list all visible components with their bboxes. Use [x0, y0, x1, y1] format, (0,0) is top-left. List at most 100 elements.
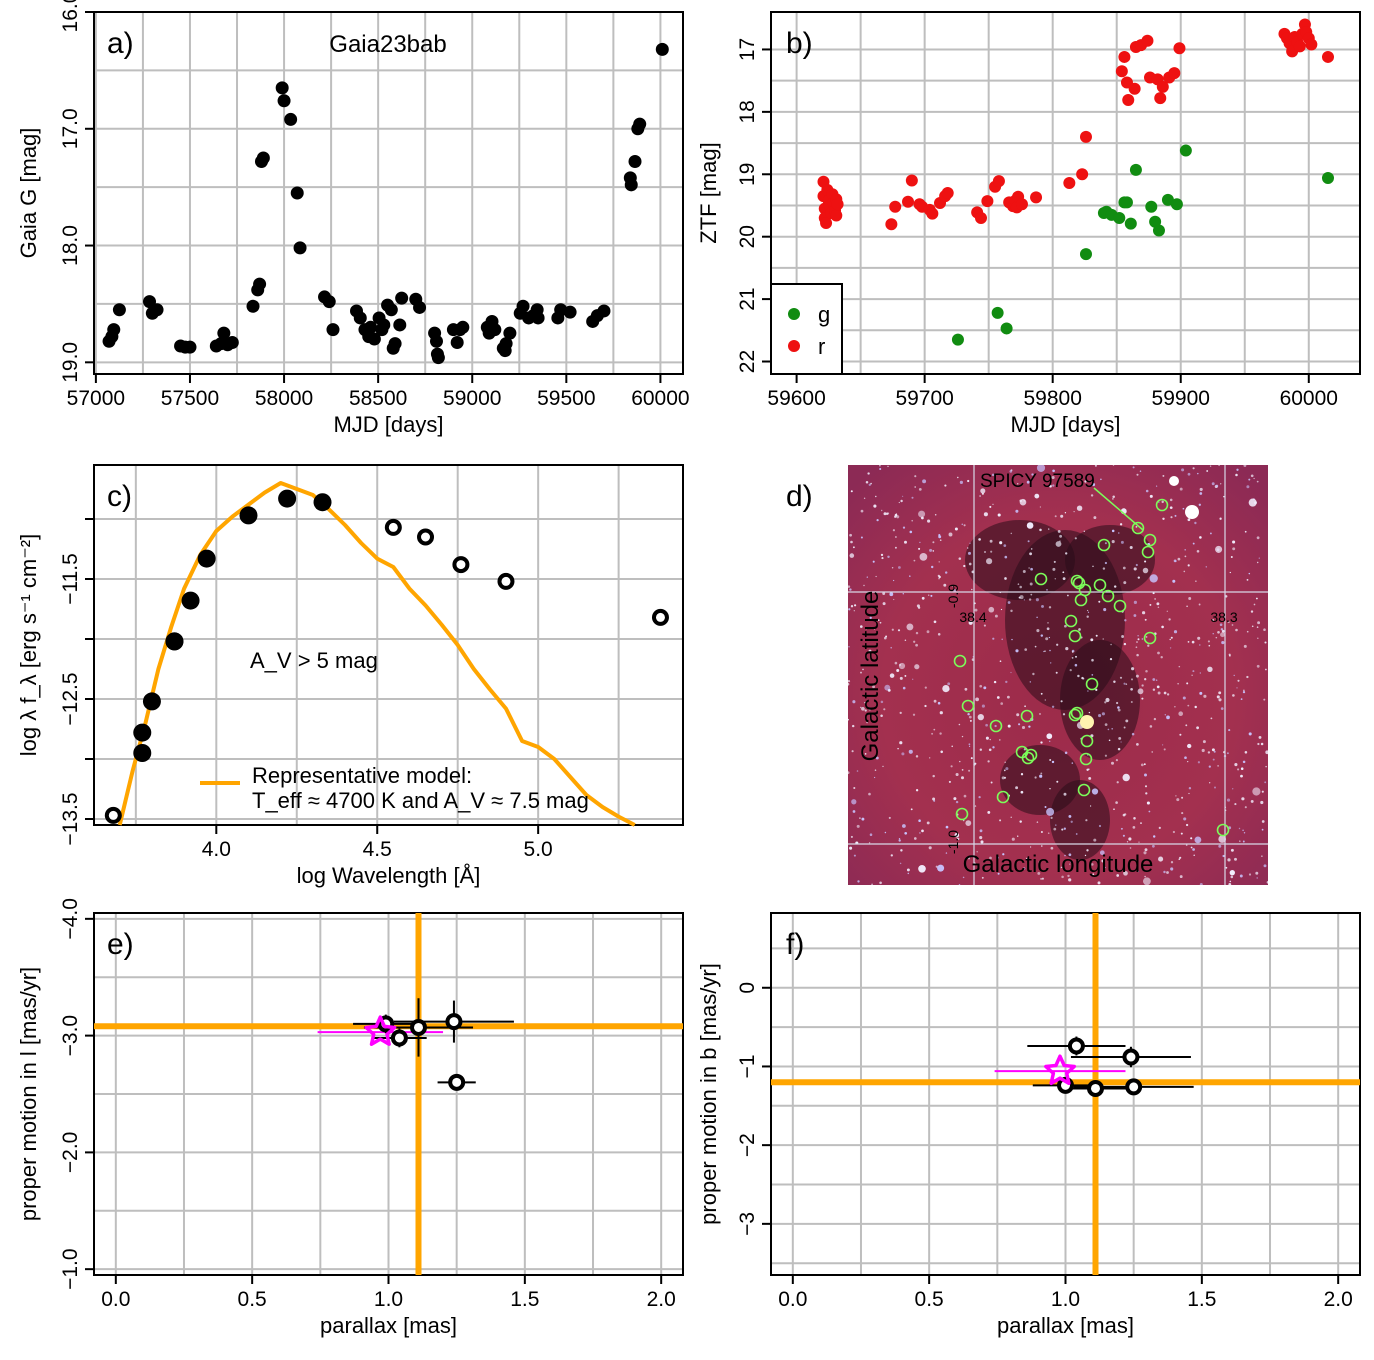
y-axis-label: ZTF [mag]: [696, 142, 721, 243]
data-point: [313, 493, 332, 512]
star: [1223, 495, 1225, 498]
panel-d: d) -0.938.4 38.3 -1.0 SPICY 97589 Galactic lo…: [786, 465, 1268, 885]
x-tick-label: 58500: [349, 387, 407, 410]
source-circle: [1077, 783, 1091, 797]
star: [1141, 697, 1144, 700]
star: [853, 786, 856, 790]
star: [854, 604, 857, 607]
star: [879, 621, 882, 624]
star: [1124, 619, 1127, 622]
star: [866, 576, 868, 578]
star: [1017, 583, 1020, 585]
star: [967, 857, 971, 860]
star: [1057, 529, 1061, 533]
data-point: [353, 311, 367, 325]
star: [1243, 644, 1247, 648]
star: [901, 752, 905, 756]
star: [985, 723, 988, 727]
star: [1100, 478, 1102, 481]
source-circle: [1143, 533, 1157, 547]
star: [1064, 854, 1066, 857]
star: [1187, 518, 1191, 522]
star: [1232, 788, 1234, 790]
star: [926, 821, 930, 825]
star: [1218, 465, 1220, 467]
star: [1173, 559, 1177, 563]
legend-marker-g: [788, 308, 800, 320]
star: [1236, 468, 1239, 471]
star: [1170, 861, 1174, 864]
star: [1005, 680, 1008, 684]
source-circle: [1021, 751, 1035, 765]
legend-line2: T_eff ≈ 4700 K and A_V ≈ 7.5 mag: [252, 788, 589, 813]
star: [851, 799, 857, 805]
star: [1126, 841, 1129, 843]
x-tick-label: 1.0: [374, 1288, 403, 1311]
star: [968, 715, 972, 719]
star: [1090, 494, 1094, 497]
star: [1242, 690, 1246, 694]
star: [860, 536, 863, 539]
data-point: [456, 320, 470, 334]
star: [1199, 883, 1203, 885]
star: [1122, 566, 1126, 570]
star: [1187, 641, 1190, 643]
star: [1026, 522, 1034, 529]
data-point: [633, 117, 647, 131]
data-point: [889, 200, 902, 213]
star: [1179, 487, 1183, 491]
source-circle: [1034, 572, 1048, 586]
data-point: [431, 351, 445, 365]
star: [1222, 854, 1225, 858]
star: [1041, 845, 1043, 847]
star: [1181, 812, 1184, 815]
star: [958, 723, 961, 726]
star: [1188, 597, 1192, 600]
panel-label: d): [786, 480, 813, 513]
star: [1064, 512, 1067, 514]
data-point: [150, 303, 164, 317]
star: [955, 800, 959, 804]
star: [1119, 523, 1123, 526]
star: [1155, 679, 1158, 681]
star: [1177, 557, 1181, 561]
star: [915, 789, 919, 792]
star: [1015, 509, 1019, 513]
star: [1018, 723, 1021, 726]
star: [989, 505, 992, 508]
star: [914, 486, 917, 488]
data-point: [1156, 80, 1169, 93]
star: [1257, 637, 1259, 639]
star: [1145, 670, 1148, 673]
star: [952, 585, 954, 588]
y-tick-label: 18: [736, 100, 759, 123]
star: [1093, 838, 1097, 842]
star: [872, 685, 876, 689]
star: [887, 555, 890, 559]
star: [1011, 837, 1015, 841]
star: [1208, 644, 1211, 647]
star: [1255, 871, 1259, 875]
star: [1242, 760, 1246, 764]
star: [1248, 478, 1251, 481]
star: [1120, 741, 1122, 743]
star: [1063, 792, 1067, 796]
star: [980, 488, 986, 494]
star: [1118, 532, 1120, 534]
star: [1156, 602, 1160, 606]
star: [862, 668, 864, 671]
star: [1263, 698, 1266, 701]
star: [1194, 521, 1197, 525]
y-tick-label: 17.0: [59, 108, 82, 149]
star: [889, 673, 895, 678]
star: [1158, 826, 1161, 830]
y-tick-label: −3.0: [59, 1015, 82, 1056]
data-point: [197, 549, 216, 568]
star: [1076, 505, 1083, 511]
dark-cloud: [1060, 640, 1140, 760]
star: [848, 585, 851, 588]
star: [1048, 740, 1051, 743]
star: [1236, 687, 1238, 689]
star: [1104, 754, 1108, 757]
star: [1218, 691, 1222, 695]
